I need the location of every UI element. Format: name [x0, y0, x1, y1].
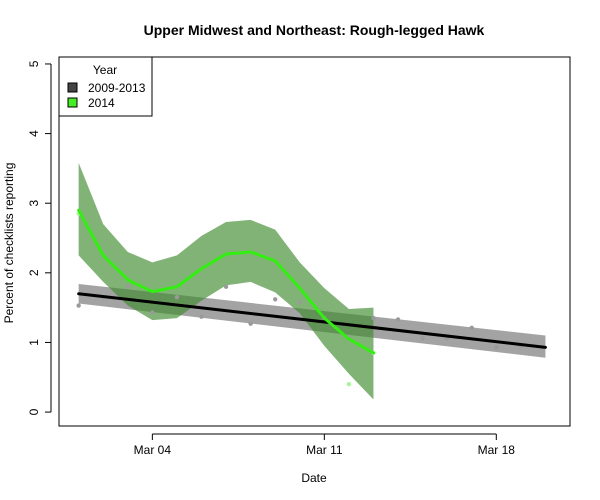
point-2009-2013-8 [272, 297, 278, 302]
point-2009-2013-4 [174, 294, 180, 300]
x-tick-label-mar-11: Mar 11 [306, 443, 343, 457]
point-2009-2013-2 [125, 284, 130, 289]
point-2014-1 [346, 382, 352, 387]
plot-frame [58, 56, 571, 427]
point-2009-2013-7 [248, 321, 253, 326]
y-axis-label: Percent of checklists reporting [2, 163, 16, 324]
line-2009-2013 [77, 292, 547, 349]
legend-swatch-2014 [67, 97, 78, 108]
legend-label-2009-2013: 2009-2013 [88, 81, 146, 95]
x-tick-label-mar-04: Mar 04 [134, 443, 172, 457]
fit-lines [77, 208, 547, 355]
y-tick-label-2: 2 [27, 269, 41, 276]
point-2009-2013-3 [150, 310, 155, 315]
point-2009-2013-16 [469, 325, 474, 331]
point-2009-2013-9 [297, 299, 302, 305]
line-2014 [77, 208, 375, 355]
y-tick-label-3: 3 [27, 200, 41, 207]
point-2009-2013-13 [395, 317, 401, 322]
point-2009-2013-5 [199, 314, 204, 319]
legend-label-2014: 2014 [88, 96, 115, 110]
band-2014 [78, 162, 374, 400]
x-axis: Mar 04 Mar 11 Mar 18 [134, 433, 516, 457]
point-2009-2013-0 [76, 303, 81, 308]
y-tick-label-1: 1 [27, 339, 41, 346]
point-2009-2013-6 [223, 284, 229, 289]
y-tick-label-4: 4 [27, 130, 41, 137]
x-axis-label: Date [301, 471, 327, 485]
legend-swatch-2009-2013 [67, 82, 78, 93]
y-axis: 0 1 2 3 4 5 [27, 60, 52, 415]
data-points [76, 211, 524, 387]
point-2009-2013-14 [420, 336, 425, 341]
legend: Year 2009-2013 2014 [58, 56, 153, 117]
confidence-bands [78, 162, 546, 400]
y-tick-label-0: 0 [27, 408, 41, 415]
point-2009-2013-12 [371, 315, 376, 321]
point-2009-2013-17 [494, 345, 499, 350]
legend-title: Year [93, 63, 117, 77]
x-tick-label-mar-18: Mar 18 [478, 443, 516, 457]
y-tick-label-5: 5 [27, 60, 41, 67]
chart-title: Upper Midwest and Northeast: Rough-legge… [144, 22, 485, 38]
